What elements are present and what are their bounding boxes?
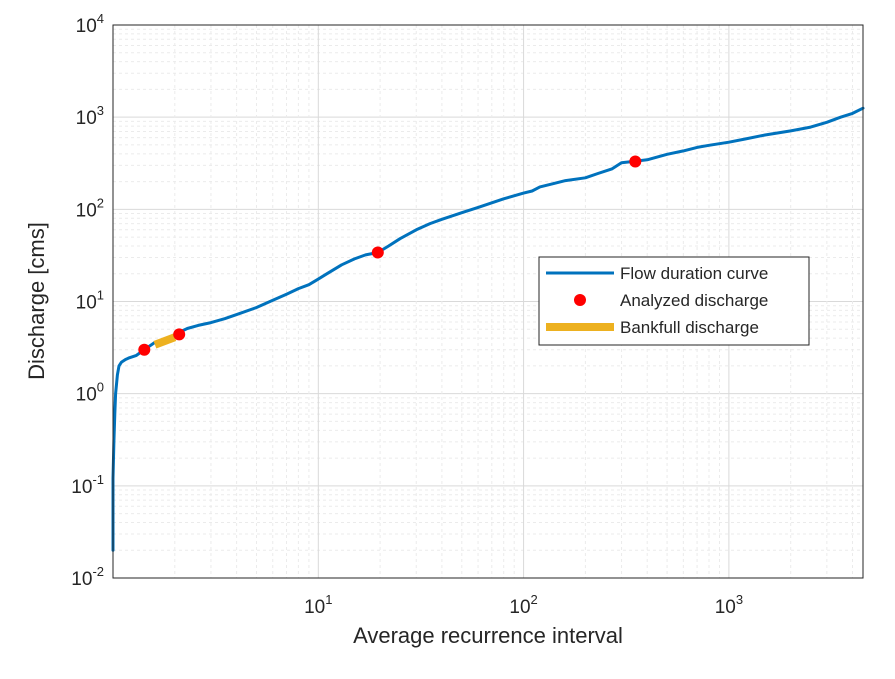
y-axis-label: Discharge [cms] [24,222,49,380]
y-tick-label: 104 [76,11,104,37]
x-tick-label: 103 [715,592,743,618]
legend: Flow duration curve Analyzed discharge B… [538,256,810,346]
plot-frame [112,24,864,579]
legend-label-analyzed-discharge: Analyzed discharge [620,291,768,310]
legend-swatch-analyzed-discharge [574,294,586,306]
tick-labels: 10-2 10-1 100 101 102 103 104 101 102 103 [71,11,743,618]
series-flow-duration-curve [111,106,865,552]
y-tick-label: 101 [76,288,104,314]
series-layer [111,106,865,552]
x-tick-label: 102 [509,592,537,618]
analyzed-discharge-point [371,246,384,259]
x-tick-label: 101 [304,592,332,618]
legend-label-flow-duration-curve: Flow duration curve [620,264,768,283]
analyzed-discharge-point [138,343,151,356]
y-tick-label: 102 [76,195,104,221]
analyzed-discharge-point [629,155,642,168]
x-axis-label: Average recurrence interval [353,623,623,648]
y-tick-label: 10-1 [71,472,104,498]
y-tick-label: 103 [76,103,104,129]
analyzed-discharge-point [173,328,186,341]
y-tick-label: 10-2 [71,564,104,590]
legend-label-bankfull-discharge: Bankfull discharge [620,318,759,337]
series-bankfull-discharge [153,333,177,349]
y-tick-label: 100 [76,380,104,406]
